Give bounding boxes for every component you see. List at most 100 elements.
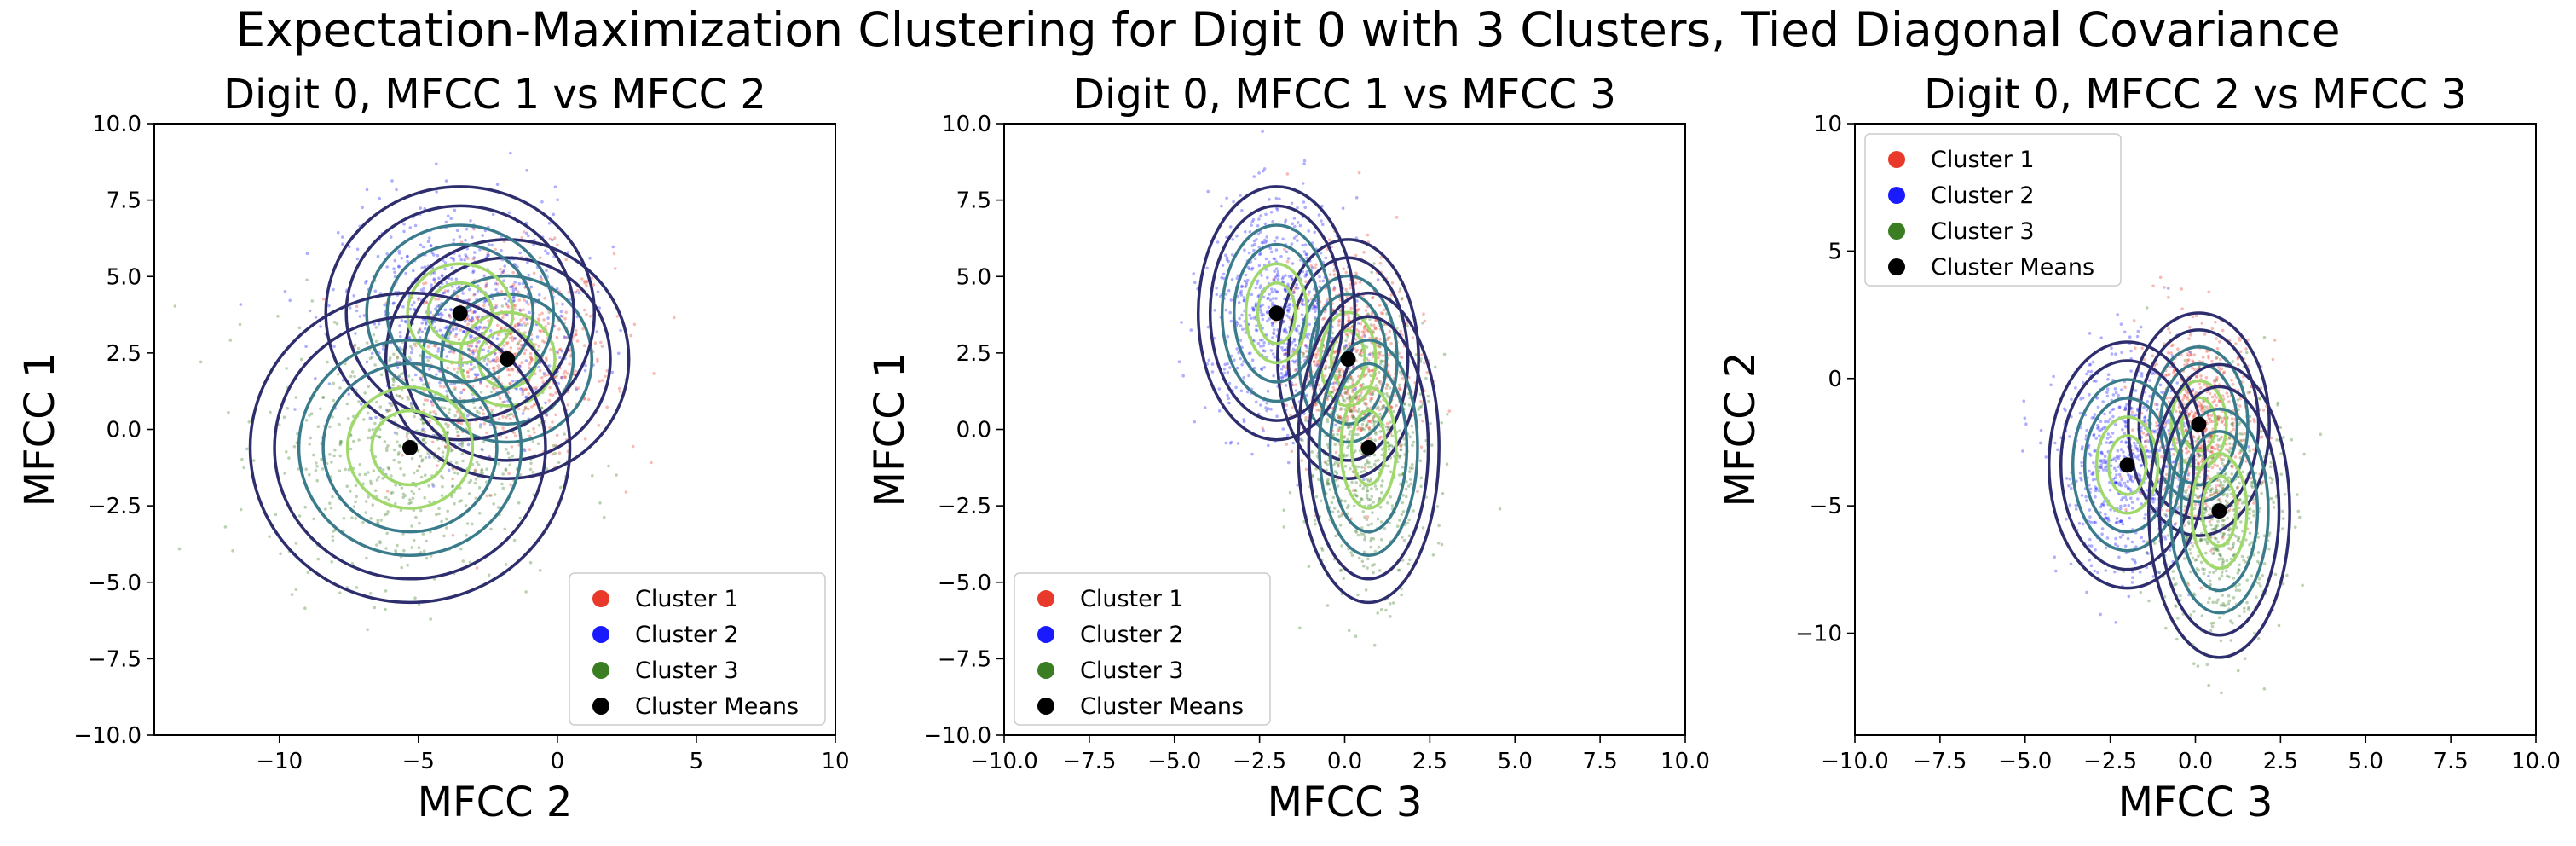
data-point	[374, 415, 378, 420]
data-point	[2240, 438, 2244, 443]
data-point	[1279, 338, 1283, 342]
data-point	[1382, 322, 1385, 327]
data-point	[541, 380, 546, 384]
data-point	[1269, 349, 1274, 352]
data-point	[489, 494, 493, 497]
data-point	[585, 284, 588, 287]
data-point	[1360, 470, 1363, 474]
data-point	[1286, 305, 1290, 309]
data-point	[493, 493, 497, 496]
data-point	[1252, 248, 1256, 252]
data-point	[548, 426, 552, 430]
data-point	[2108, 441, 2111, 445]
data-point	[1357, 407, 1361, 411]
data-point	[1349, 409, 1353, 413]
data-point	[448, 308, 453, 311]
data-point	[1314, 310, 1317, 314]
data-point	[547, 398, 552, 403]
data-point	[508, 382, 512, 385]
data-point	[1332, 286, 1337, 289]
data-point	[1256, 224, 1260, 228]
data-point	[2197, 365, 2201, 369]
data-point	[420, 428, 425, 432]
data-point	[303, 505, 308, 509]
data-point	[1369, 399, 1372, 403]
data-point	[2164, 465, 2169, 468]
data-point	[508, 413, 512, 416]
data-point	[1223, 362, 1227, 367]
data-point	[2023, 416, 2027, 420]
data-point	[399, 508, 403, 512]
data-point	[453, 334, 458, 339]
data-point	[2160, 391, 2163, 394]
data-point	[545, 467, 549, 471]
data-point	[1337, 320, 1341, 324]
data-point	[494, 360, 498, 364]
data-point	[519, 343, 523, 347]
contour-ellipse	[297, 339, 523, 557]
data-point	[1181, 374, 1185, 378]
data-point	[479, 391, 483, 394]
data-point	[1354, 396, 1358, 400]
data-point	[557, 451, 562, 455]
data-point	[1386, 501, 1389, 505]
series-2-contours	[1196, 185, 1357, 442]
data-point	[339, 440, 344, 443]
data-point	[387, 466, 391, 471]
data-point	[466, 316, 470, 321]
data-point	[614, 267, 617, 270]
data-point	[546, 322, 551, 326]
data-point	[477, 411, 481, 415]
data-point	[1342, 398, 1345, 402]
data-point	[1354, 196, 1359, 200]
data-point	[1245, 281, 1249, 285]
data-point	[1351, 388, 1354, 391]
data-point	[565, 372, 569, 375]
data-point	[327, 382, 332, 385]
data-point	[1380, 537, 1383, 542]
data-point	[2177, 405, 2181, 409]
data-point	[1257, 171, 1261, 175]
data-point	[1347, 316, 1351, 320]
data-point	[1372, 389, 1376, 393]
data-point	[388, 356, 392, 360]
data-point	[1321, 317, 1325, 321]
data-point	[2115, 455, 2119, 459]
data-point	[522, 409, 526, 413]
data-point	[396, 453, 401, 456]
data-point	[2185, 446, 2188, 449]
data-point	[1216, 240, 1220, 244]
data-point	[470, 320, 474, 324]
contour-ellipse	[370, 409, 450, 487]
data-point	[596, 360, 599, 363]
data-point	[1270, 322, 1274, 325]
data-point	[433, 326, 436, 329]
data-point	[466, 347, 471, 351]
data-point	[510, 412, 513, 416]
data-point	[1276, 277, 1280, 281]
data-point	[1252, 366, 1256, 370]
data-point	[326, 360, 329, 364]
data-point	[2174, 521, 2178, 525]
data-point	[1420, 353, 1424, 357]
data-point	[2094, 437, 2098, 440]
data-point	[1354, 350, 1359, 354]
data-point	[1343, 344, 1347, 348]
data-point	[460, 452, 465, 456]
data-point	[557, 327, 561, 331]
data-point	[453, 501, 456, 506]
data-point	[297, 326, 302, 330]
data-point	[1321, 223, 1325, 227]
data-point	[419, 475, 424, 479]
legend-label: Cluster 3	[1080, 658, 1184, 684]
data-point	[1311, 307, 1314, 310]
data-point	[428, 368, 431, 371]
data-point	[1250, 268, 1254, 271]
data-point	[482, 274, 486, 278]
data-point	[1331, 391, 1335, 394]
data-point	[2230, 417, 2234, 420]
data-point	[1389, 470, 1393, 474]
data-point	[1375, 407, 1378, 410]
data-point	[425, 556, 429, 560]
data-point	[400, 565, 404, 570]
